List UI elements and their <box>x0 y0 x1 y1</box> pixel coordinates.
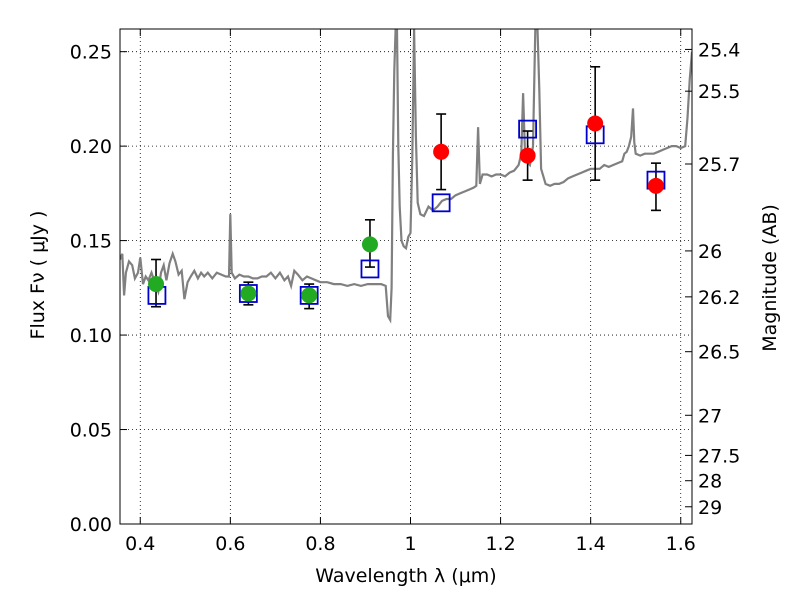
plot-area <box>120 29 692 524</box>
plot-frame <box>119 28 693 525</box>
right-axis-label: Magnitude (AB) <box>759 204 781 352</box>
right-tick-label: 26 <box>698 241 722 263</box>
y-tick-label: 0.20 <box>70 136 112 158</box>
y-tick-label: 0.15 <box>70 231 112 253</box>
right-tick-label: 25.7 <box>698 154 740 176</box>
model-spectrum-line <box>120 29 692 324</box>
x-tick-label: 0.6 <box>215 533 245 555</box>
y-tick-label: 0.10 <box>70 325 112 347</box>
right-tick-label: 27 <box>698 405 722 427</box>
x-axis-label: Wavelength λ (μm) <box>315 565 496 587</box>
y-axis-label: Flux Fν ( μJy ) <box>27 211 49 340</box>
y-tick-label: 0.05 <box>70 420 112 442</box>
model-photometry-square <box>431 193 451 213</box>
right-tick-label: 25.4 <box>698 39 740 61</box>
observed-flux-point <box>647 177 664 194</box>
right-tick-label: 29 <box>698 497 722 519</box>
observed-flux-point <box>361 236 378 253</box>
axis-ticks <box>120 29 692 525</box>
observed-flux-point <box>301 287 318 304</box>
x-tick-label: 1 <box>404 533 416 555</box>
model-photometry-square <box>360 259 380 279</box>
observed-flux-point <box>240 285 257 302</box>
right-tick-label: 27.5 <box>698 445 740 467</box>
observed-flux-point <box>587 115 604 132</box>
right-tick-label: 25.5 <box>698 81 740 103</box>
error-bars <box>151 65 661 310</box>
y-tick-label: 0.25 <box>70 42 112 64</box>
x-tick-label: 1.2 <box>485 533 515 555</box>
model-photometry-square <box>238 284 258 303</box>
right-tick-label: 26.2 <box>698 287 740 309</box>
right-tick-label: 26.5 <box>698 342 740 364</box>
y-tick-labels: 0.00 0.05 0.10 0.15 0.20 0.25 <box>70 42 112 536</box>
model-photometry-square <box>299 285 319 305</box>
y-tick-label: 0.00 <box>70 514 112 536</box>
right-tick-label: 28 <box>698 471 722 493</box>
right-tick-labels: 25.4 25.5 25.7 26 26.2 26.5 27 27.5 28 29 <box>698 39 740 518</box>
observed-flux-point <box>519 147 536 164</box>
x-tick-label: 1.4 <box>576 533 606 555</box>
observed-flux-points <box>148 115 664 304</box>
x-tick-label: 0.8 <box>305 533 335 555</box>
x-tick-label: 1.6 <box>666 533 696 555</box>
observed-flux-point <box>148 276 165 293</box>
x-tick-labels: 0.4 0.6 0.8 1 1.2 1.4 1.6 <box>125 533 696 555</box>
x-tick-label: 0.4 <box>125 533 155 555</box>
model-photometry-square <box>518 119 538 139</box>
observed-flux-point <box>433 143 450 160</box>
